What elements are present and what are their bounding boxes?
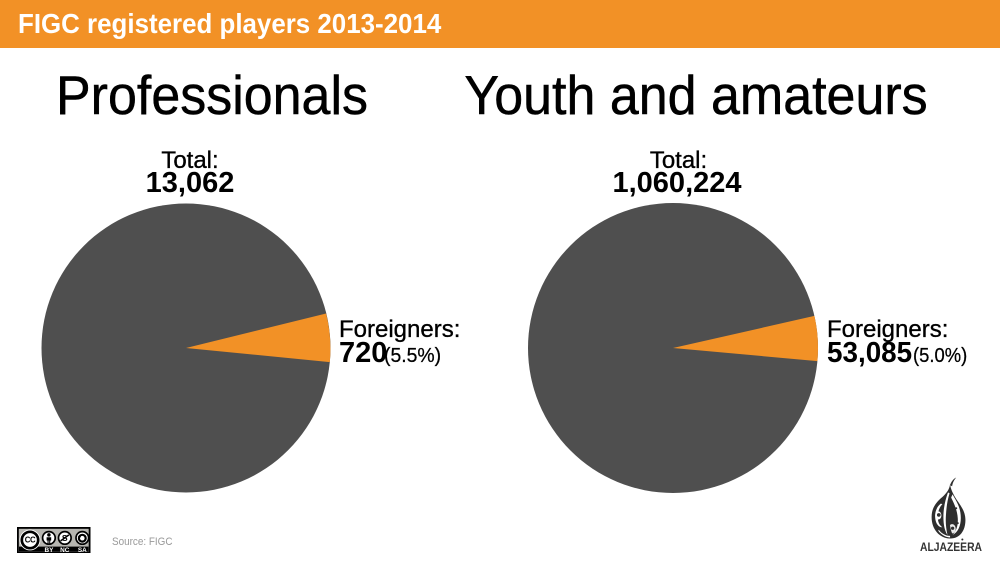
svg-text:SA: SA bbox=[78, 547, 87, 553]
svg-text:S: S bbox=[62, 533, 68, 543]
svg-text:CC: CC bbox=[25, 535, 36, 544]
svg-text:NC: NC bbox=[60, 547, 70, 553]
svg-text:BY: BY bbox=[44, 547, 54, 553]
